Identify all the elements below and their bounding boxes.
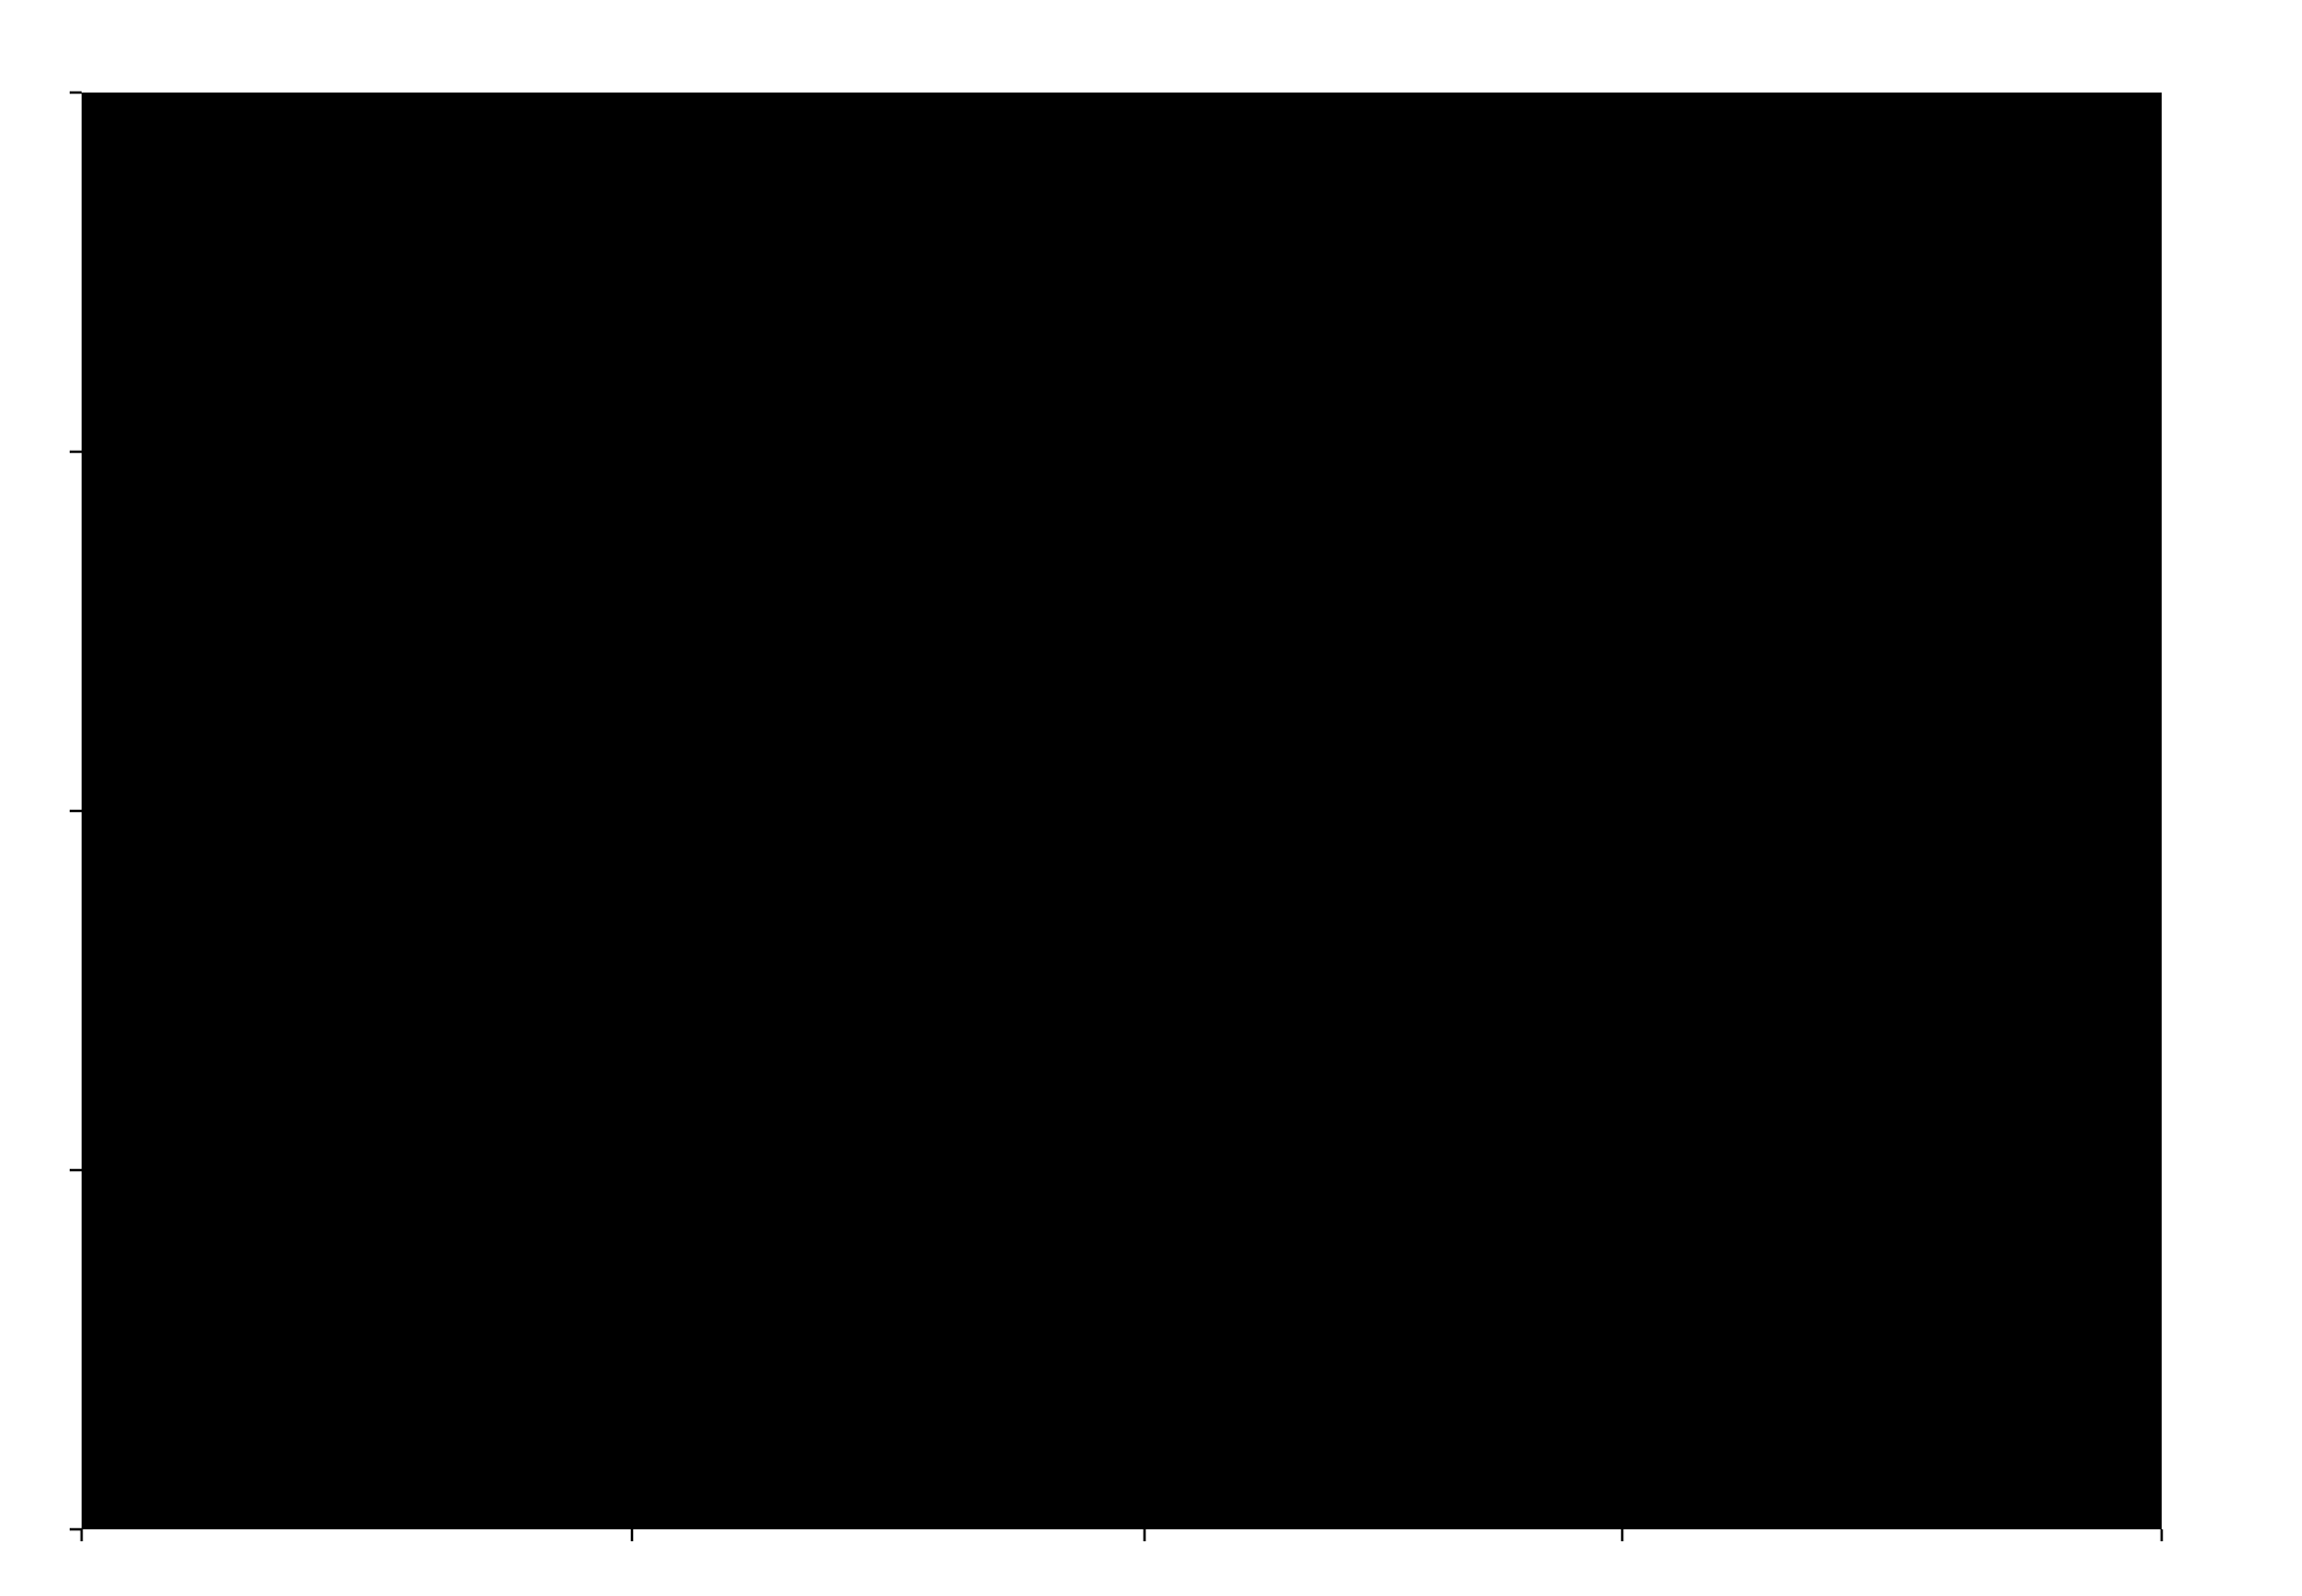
map-area <box>82 93 2162 1529</box>
thickness-band <box>2107 1294 2162 1529</box>
thickness-band <box>1863 93 2162 230</box>
thickness-band <box>1976 490 2162 903</box>
thickness-band <box>173 164 523 369</box>
axis-ticks <box>70 91 2164 1541</box>
thickness-band <box>82 1453 587 1529</box>
thickness-band <box>82 1398 2162 1529</box>
